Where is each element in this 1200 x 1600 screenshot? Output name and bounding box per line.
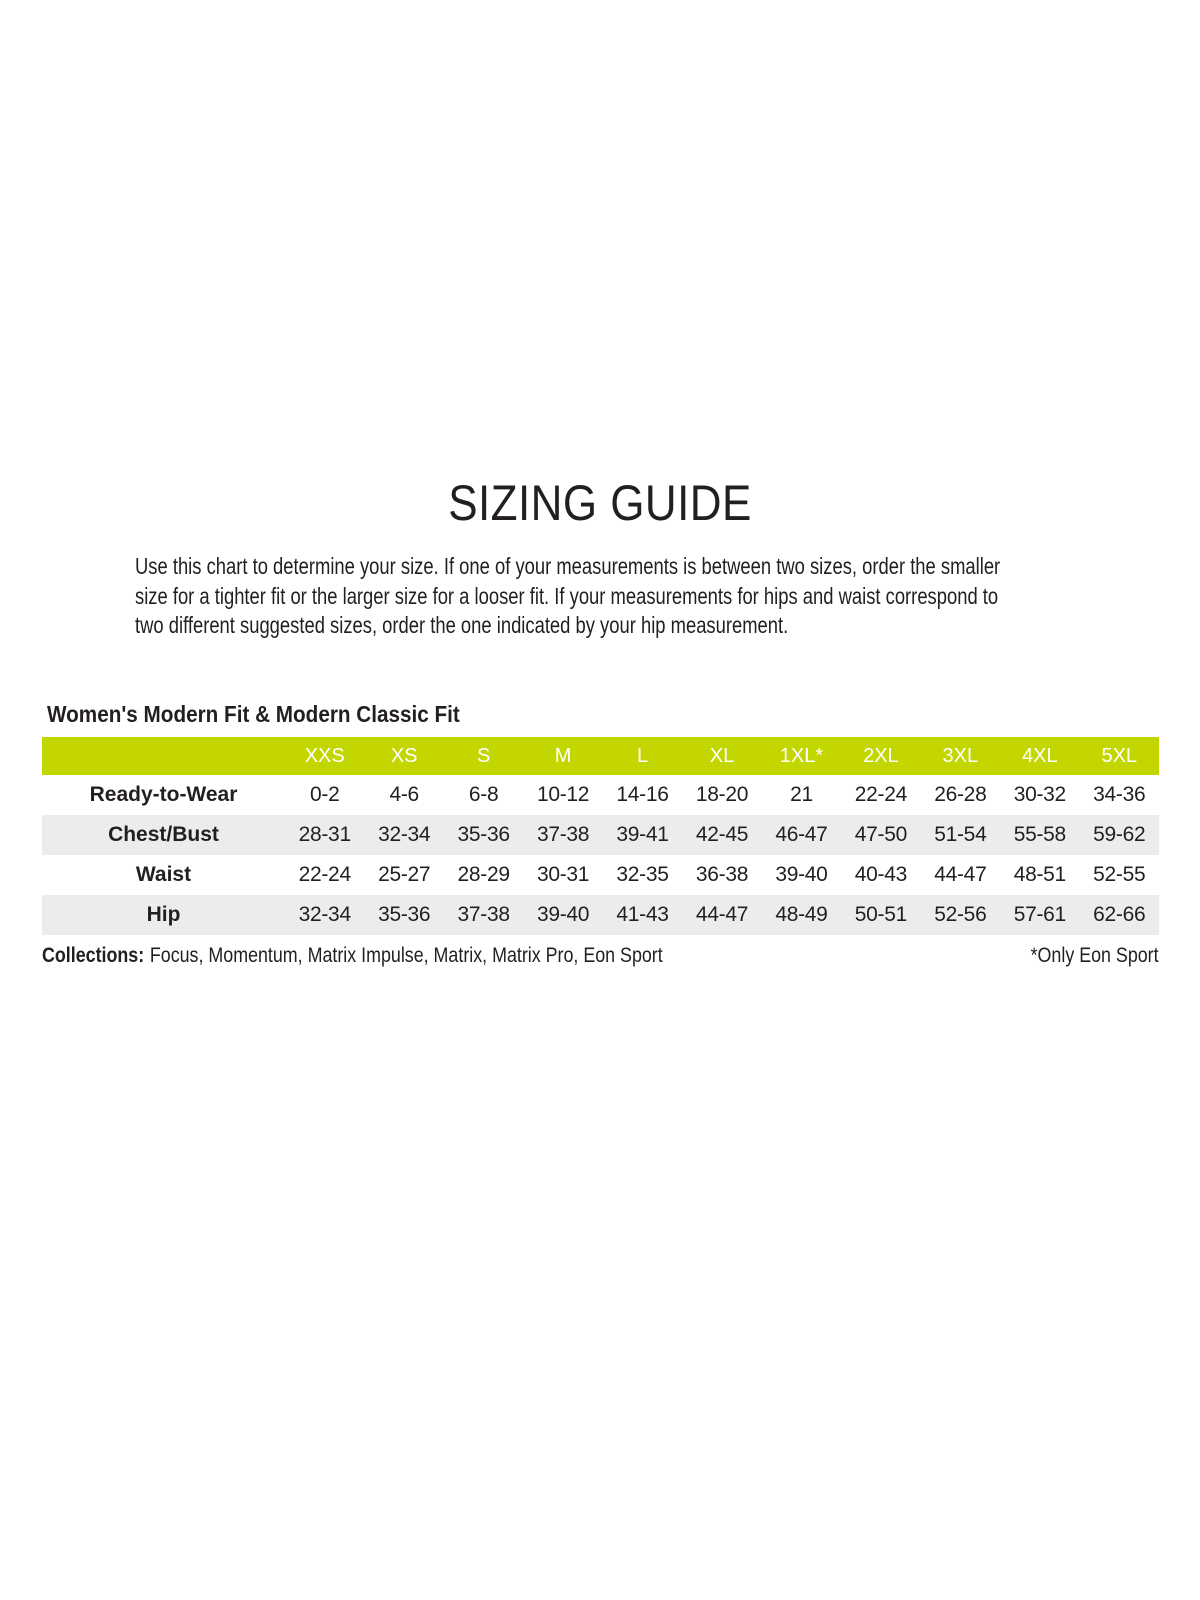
- size-cell: 48-51: [1013, 863, 1067, 886]
- size-cell: 41-43: [616, 903, 669, 926]
- page-title: SIZING GUIDE: [448, 475, 752, 531]
- size-cell: 32-34: [378, 823, 431, 846]
- size-cell: 52-55: [1093, 863, 1146, 886]
- collections-text: Collections: Focus, Momentum, Matrix Impu…: [42, 943, 663, 969]
- size-cell: 55-58: [1013, 823, 1067, 846]
- size-cell: 14-16: [616, 783, 669, 806]
- column-header-4xl: 4XL: [1022, 744, 1058, 767]
- size-cell: 59-62: [1093, 823, 1146, 846]
- column-header-l: L: [636, 744, 649, 767]
- row-label: Chest/Bust: [108, 823, 219, 846]
- size-table-section: Women's Modern Fit & Modern Classic Fit …: [42, 700, 1159, 969]
- size-cell: 50-51: [854, 903, 908, 926]
- size-table: XXS XS S M L XL 1XL* 2XL 3XL 4XL 5XL Rea…: [42, 737, 1159, 935]
- table-row-hip: Hip 32-34 35-36 37-38 39-40 41-43 44-47 …: [42, 895, 1159, 935]
- size-cell: 35-36: [378, 903, 431, 926]
- size-cell: 48-49: [775, 903, 828, 926]
- collections-line: Collections: Focus, Momentum, Matrix Impu…: [42, 943, 1159, 969]
- column-header-3xl: 3XL: [942, 744, 979, 767]
- table-row-waist: Waist 22-24 25-27 28-29 30-31 32-35 36-3…: [42, 855, 1159, 895]
- row-label: Waist: [135, 863, 192, 886]
- size-cell: 57-61: [1013, 903, 1067, 926]
- size-cell: 62-66: [1093, 903, 1146, 926]
- size-cell: 47-50: [854, 823, 908, 846]
- size-cell: 44-47: [695, 903, 749, 926]
- row-label: Hip: [146, 903, 181, 926]
- size-cell: 10-12: [536, 783, 590, 806]
- column-header-xxs: XXS: [304, 744, 345, 767]
- size-cell: 6-8: [468, 783, 499, 806]
- size-cell: 52-56: [934, 903, 987, 926]
- size-table-header-row: XXS XS S M L XL 1XL* 2XL 3XL 4XL 5XL: [42, 737, 1159, 775]
- size-cell: 22-24: [854, 783, 908, 806]
- header-spacer-cell: [42, 737, 285, 775]
- intro-line: two different suggested sizes, order the…: [135, 612, 789, 638]
- intro-line: size for a tighter fit or the larger siz…: [135, 582, 999, 609]
- size-cell: 28-29: [457, 863, 511, 886]
- size-cell: 18-20: [695, 783, 749, 806]
- size-cell: 51-54: [934, 823, 987, 846]
- column-header-5xl: 5XL: [1101, 744, 1138, 767]
- column-header-xl: XL: [709, 744, 735, 767]
- size-cell: 28-31: [298, 823, 352, 846]
- table-row-ready-to-wear: Ready-to-Wear 0-2 4-6 6-8 10-12 14-16 18…: [42, 775, 1159, 815]
- size-cell: 0-2: [310, 783, 340, 806]
- size-cell: 25-27: [378, 863, 431, 886]
- size-cell: 30-31: [536, 863, 590, 886]
- row-label: Ready-to-Wear: [89, 783, 238, 806]
- size-table-title: Women's Modern Fit & Modern Classic Fit: [47, 701, 460, 727]
- table-row-chest-bust: Chest/Bust 28-31 32-34 35-36 37-38 39-41…: [42, 815, 1159, 855]
- size-cell: 22-24: [298, 863, 352, 886]
- size-cell: 36-38: [695, 863, 749, 886]
- size-cell: 37-38: [457, 903, 511, 926]
- collections-list: Focus, Momentum, Matrix Impulse, Matrix,…: [149, 944, 663, 967]
- size-cell: 46-47: [775, 823, 828, 846]
- column-header-s: S: [476, 744, 491, 767]
- size-cell: 26-28: [934, 783, 987, 806]
- collections-footnote: *Only Eon Sport: [1030, 944, 1159, 967]
- size-cell: 32-34: [298, 903, 352, 926]
- size-cell: 39-40: [536, 903, 590, 926]
- size-cell: 37-38: [536, 823, 590, 846]
- column-header-2xl: 2XL: [863, 744, 899, 767]
- size-cell: 39-41: [616, 823, 669, 846]
- size-cell: 35-36: [457, 823, 511, 846]
- size-cell: 30-32: [1013, 783, 1067, 806]
- size-cell: 40-43: [854, 863, 908, 886]
- intro-paragraph: Use this chart to determine your size. I…: [135, 552, 1000, 641]
- column-header-1xl: 1XL*: [779, 744, 824, 767]
- size-cell: 42-45: [695, 823, 749, 846]
- size-cell: 39-40: [775, 863, 828, 886]
- size-cell: 34-36: [1093, 783, 1146, 806]
- size-cell: 21: [790, 783, 813, 806]
- column-header-m: M: [554, 744, 572, 767]
- column-header-xs: XS: [390, 744, 418, 767]
- size-cell: 4-6: [389, 783, 419, 806]
- collections-label: Collections:: [42, 944, 145, 967]
- intro-line: Use this chart to determine your size. I…: [135, 553, 1001, 579]
- size-cell: 32-35: [616, 863, 669, 886]
- size-cell: 44-47: [934, 863, 987, 886]
